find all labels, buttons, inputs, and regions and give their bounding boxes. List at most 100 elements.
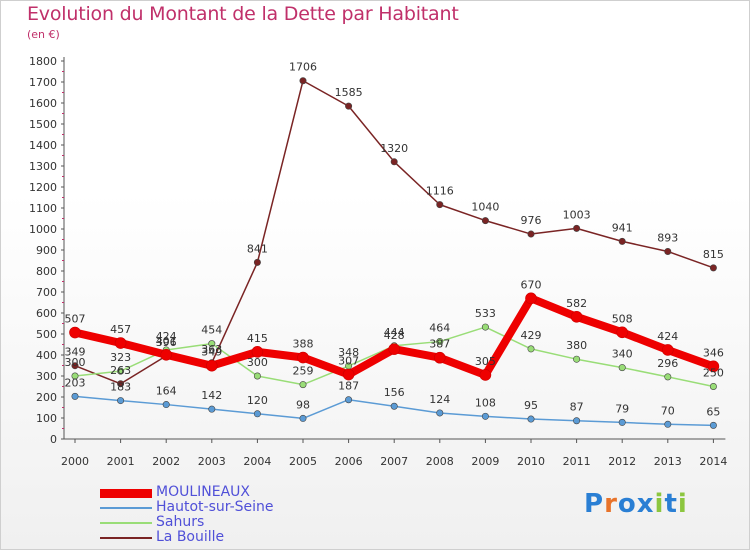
data-label: 670 [521,278,542,291]
data-label: 98 [296,398,310,411]
legend-swatch [100,488,152,498]
data-point [661,344,674,356]
y-tick-label: 400 [36,349,57,362]
x-tick-label: 2001 [107,455,135,468]
x-tick-label: 2011 [563,455,591,468]
data-label: 424 [657,330,678,343]
y-tick-label: 1100 [29,202,57,215]
data-point [251,346,264,358]
y-tick-label: 200 [36,391,57,404]
data-label: 533 [475,307,496,320]
data-point [618,237,626,245]
data-point [479,369,492,381]
data-label: 387 [429,338,450,351]
data-point [573,417,581,425]
data-label: 108 [475,396,496,409]
y-tick-label: 0 [50,433,57,446]
data-label: 841 [247,242,268,255]
data-label: 120 [247,394,268,407]
data-label: 508 [612,312,633,325]
legend-label: Hautot-sur-Seine [156,499,274,515]
x-tick-label: 2008 [426,455,454,468]
data-label: 1706 [289,61,317,74]
data-label: 444 [384,326,405,339]
data-label: 1116 [426,185,454,198]
y-tick-label: 600 [36,307,57,320]
data-label: 164 [156,385,177,398]
x-tick-label: 2006 [335,455,363,468]
data-label: 1320 [380,142,408,155]
data-point [707,360,720,373]
legend-item: La Bouille [100,529,360,546]
data-label: 156 [384,386,405,399]
data-point [436,201,444,209]
data-point [388,343,401,355]
logo-letter: o [617,489,637,519]
y-tick-label: 1500 [29,118,57,131]
data-point [71,362,79,370]
data-point [114,337,127,349]
data-label: 348 [338,346,359,359]
data-label: 363 [201,343,222,356]
legend-swatch [100,522,152,524]
data-point [117,397,125,405]
legend-item: Sahurs [100,514,360,531]
y-tick-label: 1700 [29,76,57,89]
data-point [664,247,672,255]
x-tick-label: 2007 [380,455,408,468]
data-point [71,392,79,400]
data-label: 464 [429,322,450,335]
data-label: 582 [566,297,587,310]
data-point [162,401,170,409]
y-tick-label: 700 [36,286,57,299]
data-point [481,323,489,331]
data-point [117,367,125,375]
x-tick-label: 2013 [654,455,682,468]
data-label: 401 [156,335,177,348]
data-point [618,418,626,426]
data-point [208,340,216,348]
x-tick-label: 2010 [517,455,545,468]
y-tick-label: 1300 [29,160,57,173]
y-tick-label: 100 [36,412,57,425]
data-label: 396 [156,336,177,349]
data-point [390,158,398,166]
data-point [709,264,717,272]
data-label: 388 [293,338,314,351]
data-point [160,348,172,361]
data-point [527,345,535,353]
data-point [117,380,125,388]
data-point [664,420,672,428]
data-point [573,224,581,232]
data-label: 893 [657,231,678,244]
data-point [436,338,444,346]
data-label: 142 [201,389,222,402]
data-label: 1003 [563,208,591,221]
data-point [481,217,489,225]
data-point [481,412,489,420]
data-point [345,102,353,110]
data-label: 65 [706,405,720,418]
x-tick-label: 2003 [198,455,226,468]
data-point [297,351,309,364]
chart-title: Evolution du Montant de la Dette par Hab… [27,3,459,25]
y-tick-label: 900 [36,244,57,257]
data-point [342,368,355,381]
data-label: 124 [429,393,450,406]
data-point [69,326,81,339]
chart-subtitle: (en €) [27,28,60,41]
x-tick-label: 2004 [243,455,271,468]
logo-letter: t [664,489,678,519]
data-label: 296 [657,357,678,370]
logo-letter: r [604,489,618,519]
legend-swatch [100,537,152,539]
legend-item: Hautot-sur-Seine [100,499,360,516]
data-point [345,396,353,404]
logo-letter: i [677,489,688,519]
data-point [527,415,535,423]
data-label: 424 [156,330,177,343]
data-label: 428 [384,329,405,342]
data-label: 340 [612,348,633,361]
data-point [253,410,261,418]
data-point [527,230,535,238]
